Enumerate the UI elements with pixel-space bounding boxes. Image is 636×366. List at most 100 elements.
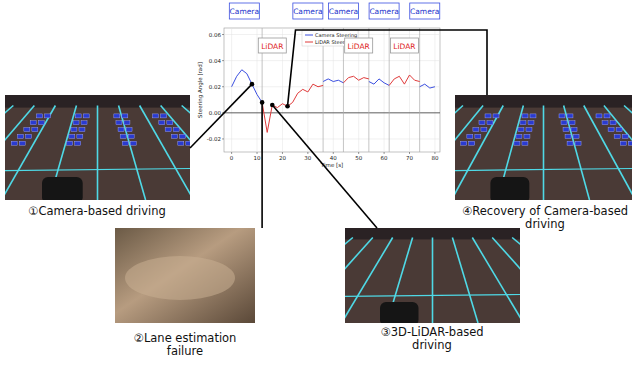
page: {"chart_data": { "type": "line", "x_labe… [0,0,636,366]
lane-line [432,238,434,324]
blur-image [115,228,255,323]
lane-point [528,121,534,125]
lane-point [116,121,122,125]
lane-line [492,238,520,324]
tick-label: 40 [330,155,337,161]
finger-shape [125,256,235,300]
lane-point [171,134,177,138]
tick-label: 0.02 [209,84,221,90]
switch-line [419,28,420,152]
lane-point [38,121,44,125]
callout-dot [285,104,290,109]
tick [358,152,359,154]
lane-point [124,121,130,125]
grid-line [333,28,334,152]
mode-label: Camera [329,7,358,16]
caption: ②Lane estimation failure [125,332,245,358]
vehicle-front [380,302,419,323]
tick [222,34,224,35]
tick [384,152,385,154]
vehicle-front [490,177,529,200]
tick-label: 0.06 [209,32,222,38]
plot-area [224,28,440,152]
tick [222,138,224,139]
lane-point [186,141,190,145]
lane-point [565,134,571,138]
grid-line [231,28,232,152]
mode-label: Camera [369,7,398,16]
tick [257,152,258,154]
mode-box [229,3,259,19]
legend-swatch [305,42,313,43]
photo-content [455,95,632,200]
callout-1 [190,84,252,148]
tick [222,60,224,61]
lane-point [567,114,573,118]
lane-point [179,134,185,138]
lane-line [604,106,632,201]
lane-point [493,114,499,118]
lane-point [596,114,602,118]
lane-point [514,141,520,145]
lane-point [165,128,171,132]
lane-point [602,121,608,125]
lane-point [526,128,532,132]
lane-point [481,128,487,132]
tick-label: 0.00 [209,110,222,116]
lane-point [622,134,628,138]
lane-point [522,141,528,145]
lane-point [69,134,75,138]
lane-point [610,121,616,125]
photo-2 [115,228,255,323]
lane-line [5,169,190,171]
lane-point [569,121,575,125]
mode-box [258,38,286,53]
lane-point [30,121,36,125]
lane-point [73,121,79,125]
lane-point [67,141,73,145]
mode-box [369,3,399,19]
lane-point [620,141,626,145]
lane-point [473,128,479,132]
grid-line [257,28,258,152]
lane-point [152,114,158,118]
figure: -0.020.000.020.040.0601020304050607080Ti… [0,0,636,366]
lane-point [159,121,165,125]
switch-line [343,28,344,152]
lane-point [571,128,577,132]
series-line [232,70,435,103]
lane-point [469,141,475,145]
tick-label: 10 [254,155,261,161]
grid-line [224,112,440,113]
grid-line [224,86,440,87]
lane-point [475,134,481,138]
tick-label: 60 [381,155,388,161]
series-line [262,75,420,132]
tick-label: 0.04 [209,58,222,64]
lane-point [530,114,536,118]
lane-point [24,128,30,132]
mode-label: LiDAR [393,42,415,51]
lane-point [45,114,51,118]
tick-label: 20 [279,155,286,161]
photo-4 [359,95,636,203]
tick-label: 30 [304,155,311,161]
lane-line [182,106,190,201]
lane-point [524,134,530,138]
lane-point [614,134,620,138]
switch-line [389,28,390,152]
floor [455,95,632,200]
lane-line [345,295,520,297]
tick [231,152,232,154]
lane-point [81,121,87,125]
lane-point [616,128,622,132]
callout-dot [260,100,265,105]
lane-line [140,106,190,201]
callout-dot [270,103,275,108]
lane-point [75,114,81,118]
lane-point [522,114,528,118]
caption-box: ③3D-LiDAR-based driving [377,326,487,360]
lane-line [455,169,632,171]
caption: ③3D-LiDAR-based driving [377,326,487,352]
lane-line [119,106,146,201]
